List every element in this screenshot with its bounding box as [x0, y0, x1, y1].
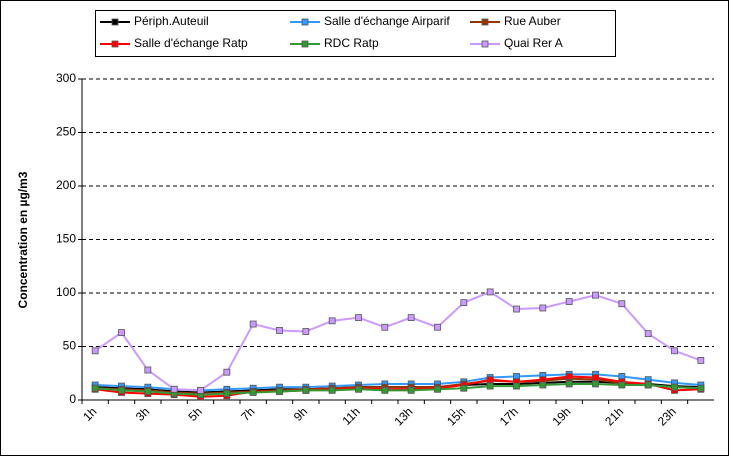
marker: [170, 385, 178, 393]
marker: [381, 323, 389, 331]
marker: [697, 357, 705, 364]
marker: [671, 383, 678, 391]
marker: [434, 385, 441, 393]
marker: [223, 390, 231, 397]
marker: [302, 386, 310, 394]
marker: [539, 381, 547, 389]
marker: [618, 300, 626, 308]
legend-label: Quai Rer A: [504, 36, 563, 50]
legend-marker: [481, 40, 489, 48]
marker: [513, 382, 520, 390]
marker: [91, 384, 99, 392]
legend-marker: [301, 40, 309, 48]
series-line: [95, 382, 701, 396]
marker: [592, 374, 599, 381]
marker: [197, 386, 204, 394]
series-line: [95, 375, 701, 398]
marker: [381, 386, 389, 394]
marker: [565, 380, 573, 388]
marker: [355, 314, 362, 322]
marker: [513, 305, 520, 313]
marker: [539, 304, 547, 312]
marker: [697, 384, 705, 392]
legend: [95, 10, 616, 57]
marker: [276, 327, 283, 334]
marker: [144, 388, 152, 395]
legend-label: Salle d'échange Airparif: [324, 14, 450, 28]
marker: [486, 288, 494, 296]
marker: [644, 381, 652, 389]
marker: [486, 376, 494, 384]
marker: [460, 384, 468, 392]
series-line: [95, 377, 701, 395]
y-tick-label: 100: [56, 285, 76, 299]
legend-label: Salle d'échange Ratp: [134, 36, 248, 50]
marker: [302, 328, 310, 335]
marker: [644, 330, 652, 338]
marker: [249, 389, 257, 396]
marker: [565, 373, 573, 380]
y-tick-label: 0: [69, 392, 76, 406]
marker: [565, 298, 573, 305]
legend-marker: [111, 40, 119, 48]
marker: [592, 380, 599, 388]
marker: [328, 317, 336, 325]
legend-label: Périph.Auteuil: [134, 14, 209, 28]
legend-marker: [481, 18, 489, 26]
legend-label: Rue Auber: [504, 14, 561, 28]
y-tick-label: 250: [56, 125, 76, 139]
marker: [407, 314, 415, 322]
marker: [592, 291, 599, 299]
marker: [91, 347, 99, 355]
marker: [460, 299, 468, 307]
marker: [328, 386, 336, 394]
marker: [618, 381, 626, 389]
legend-marker: [111, 18, 119, 26]
marker: [223, 368, 231, 376]
marker: [355, 385, 362, 393]
y-tick-label: 200: [56, 178, 76, 192]
y-tick-label: 50: [63, 339, 77, 353]
marker: [407, 386, 415, 394]
marker: [144, 366, 152, 374]
marker: [276, 388, 283, 395]
marker: [118, 386, 125, 394]
y-tick-label: 300: [56, 71, 76, 85]
marker: [486, 382, 494, 390]
marker: [249, 320, 257, 328]
marker: [118, 329, 125, 336]
y-tick-label: 150: [56, 232, 76, 246]
y-axis-title: Concentration en µg/m3: [16, 171, 30, 308]
marker: [671, 347, 678, 355]
legend-label: RDC Ratp: [324, 36, 379, 50]
legend-marker: [301, 18, 309, 26]
series-line: [94, 290, 702, 392]
marker: [434, 323, 441, 331]
